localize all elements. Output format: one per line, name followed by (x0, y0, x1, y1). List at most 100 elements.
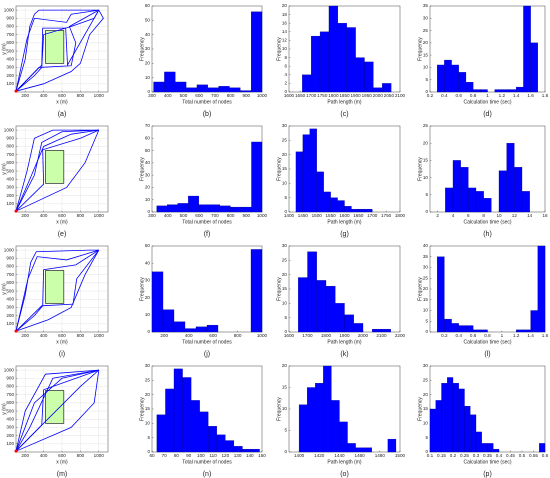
y-axis-label: y (m) (1, 283, 7, 295)
y-tick-label: 35 (423, 254, 429, 259)
bar (444, 59, 452, 93)
y-tick-label: 0 (147, 329, 150, 334)
y-tick-label: 25 (423, 28, 429, 33)
x-tick-label: 1.6 (527, 93, 534, 98)
x-tick-label: 700 (211, 93, 219, 98)
bar (206, 324, 219, 333)
x-tick-label: 0.4 (456, 333, 463, 338)
bar (328, 5, 338, 93)
trajectory (15, 129, 99, 212)
bar (309, 128, 317, 213)
bar (251, 11, 263, 93)
bar (514, 167, 523, 213)
bar (175, 81, 187, 93)
y-tick-label: 20 (282, 363, 288, 368)
x-tick-label: 600 (209, 333, 217, 338)
y-tick-label: 0 (425, 449, 428, 454)
y-axis-label: y (m) (1, 403, 7, 415)
x-tick-label: 1.6 (542, 333, 549, 338)
bar (229, 87, 241, 93)
y-tick-label: 25 (423, 275, 429, 280)
y-tick-label: 30 (145, 278, 151, 283)
x-tick-label: 1440 (334, 453, 345, 458)
bar (162, 309, 175, 333)
bar (153, 81, 165, 93)
bar (494, 89, 503, 93)
y-tick-label: 500 (6, 168, 14, 173)
bar (481, 443, 488, 453)
x-tick-label: 1700 (367, 213, 378, 218)
y-tick-label: 500 (6, 408, 14, 413)
x-tick-label: 1000 (94, 213, 105, 218)
y-tick-label: 900 (6, 256, 14, 261)
y-tick-label: 25 (423, 378, 429, 383)
bar (475, 191, 484, 213)
x-axis-label: Total number of nodes (182, 459, 232, 465)
x-axis-label: Calculation time (sec) (463, 99, 511, 105)
y-tick-label: 5 (425, 77, 428, 82)
x-tick-label: 8 (482, 213, 485, 218)
bar (447, 377, 454, 453)
bar (483, 198, 492, 213)
bar (337, 23, 347, 93)
x-tick-label: 2000 (373, 93, 384, 98)
x-axis-label: Calculation time (sec) (463, 459, 511, 465)
bar (167, 204, 178, 213)
bar (498, 170, 507, 213)
x-tick-label: 200 (21, 93, 29, 98)
bar (165, 388, 175, 453)
x-tick-label: 12 (512, 213, 518, 218)
y-tick-label: 25 (423, 123, 429, 128)
bar (429, 408, 436, 453)
x-tick-label: 1420 (314, 453, 325, 458)
bar (347, 443, 356, 453)
x-tick-label: 0.45 (506, 453, 515, 458)
y-axis-label: y (m) (1, 43, 7, 55)
bar (298, 277, 308, 333)
bar (346, 27, 356, 93)
trajectory (15, 129, 100, 212)
x-tick-label: 400 (185, 333, 193, 338)
x-tick-label: 200 (21, 453, 29, 458)
y-tick-label: 20 (145, 185, 151, 190)
bar (195, 326, 208, 333)
x-tick-label: 1480 (375, 453, 386, 458)
y-tick-label: 25 (282, 138, 288, 143)
y-tick-label: 12 (282, 38, 288, 43)
x-tick-label: 1400 (294, 453, 305, 458)
x-tick-label: 2 (436, 213, 439, 218)
y-tick-label: 0 (425, 329, 428, 334)
y-tick-label: 8 (284, 55, 287, 60)
y-tick-label: 200 (6, 433, 14, 438)
bar (295, 151, 304, 213)
bar (330, 197, 338, 213)
y-tick-label: 20 (282, 3, 288, 8)
x-tick-label: 800 (77, 453, 85, 458)
y-tick-label: 10 (423, 175, 429, 180)
x-tick-label: 1000 (94, 453, 105, 458)
y-tick-label: 100 (6, 201, 14, 206)
x-tick-label: 1460 (355, 453, 366, 458)
x-tick-label: 600 (58, 213, 66, 218)
trajectory (15, 249, 100, 332)
x-tick-label: 800 (77, 93, 85, 98)
y-axis-label: Frequency (276, 397, 282, 421)
y-tick-label: 15 (282, 166, 288, 171)
x-tick-label: 1700 (306, 93, 317, 98)
y-tick-label: 70 (145, 123, 151, 128)
trajectory (15, 369, 99, 452)
obstacle (45, 150, 65, 184)
y-tick-label: 5 (147, 435, 150, 440)
x-tick-label: 0.6 (456, 93, 463, 98)
bar (355, 57, 365, 93)
y-tick-label: 15 (145, 406, 151, 411)
x-tick-label: 0.8 (470, 93, 477, 98)
y-tick-label: 20 (282, 152, 288, 157)
y-tick-label: 20 (282, 272, 288, 277)
x-tick-label: 0.6 (542, 453, 549, 458)
bar (298, 404, 308, 453)
y-tick-label: 20 (145, 392, 151, 397)
y-tick-label: 400 (6, 296, 14, 301)
y-axis-label: Frequency (276, 157, 282, 181)
